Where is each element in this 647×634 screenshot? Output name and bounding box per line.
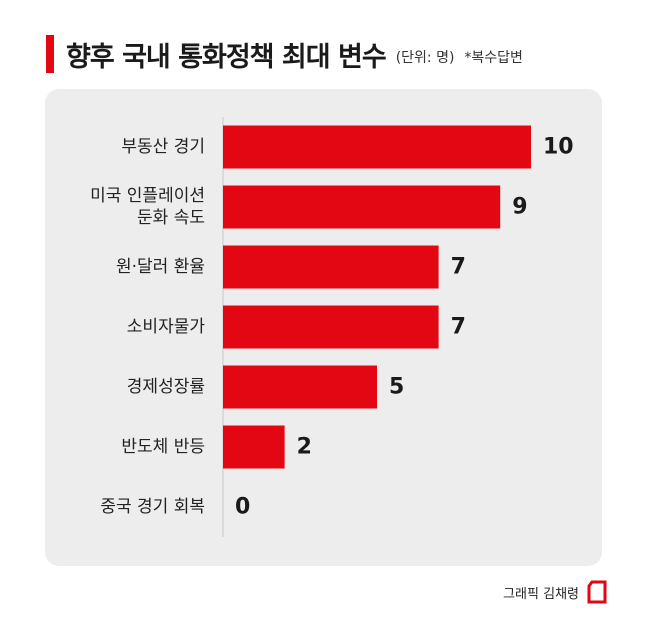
category-label: 소비자물가 — [127, 317, 206, 337]
category-label: 부동산 경기 — [121, 137, 205, 157]
value-label: 0 — [235, 495, 250, 520]
chart-panel: 부동산 경기 10 미국 인플레이션 둔화 속도 9 원·달러 환율 7 소비자물가 7 경제성장… — [45, 89, 602, 566]
value-label: 9 — [512, 195, 527, 220]
chart-title: 향후 국내 통화정책 최대 변수 — [66, 41, 387, 73]
bar — [223, 125, 531, 169]
credit: 그래픽 김채령 — [503, 580, 607, 604]
unit-label: (단위: 명) — [395, 50, 455, 66]
category-label: 중국 경기 회복 — [100, 497, 205, 517]
value-label: 5 — [389, 375, 404, 400]
category-label: 원·달러 환율 — [116, 257, 205, 277]
category-label: 경제성장률 — [127, 377, 205, 397]
bar — [223, 305, 439, 349]
bar — [223, 245, 439, 289]
category-label: 미국 인플레이션 둔화 속도 — [90, 186, 205, 228]
note-label: *복수답변 — [464, 50, 523, 66]
logo-icon — [587, 580, 607, 604]
value-label: 2 — [297, 435, 312, 460]
bar — [223, 185, 501, 229]
bar-chart: 부동산 경기 10 미국 인플레이션 둔화 속도 9 원·달러 환율 7 소비자물가 7 경제성장… — [90, 117, 574, 537]
value-label: 7 — [451, 255, 466, 280]
bar — [223, 425, 285, 469]
value-label: 7 — [451, 315, 466, 340]
chart-header: 향후 국내 통화정책 최대 변수 (단위: 명) *복수답변 — [46, 34, 523, 74]
bar — [223, 365, 377, 409]
category-label: 반도체 반등 — [121, 437, 205, 457]
credit-text: 그래픽 김채령 — [503, 586, 579, 602]
value-label: 10 — [543, 135, 574, 160]
title-accent-bar — [46, 35, 54, 73]
